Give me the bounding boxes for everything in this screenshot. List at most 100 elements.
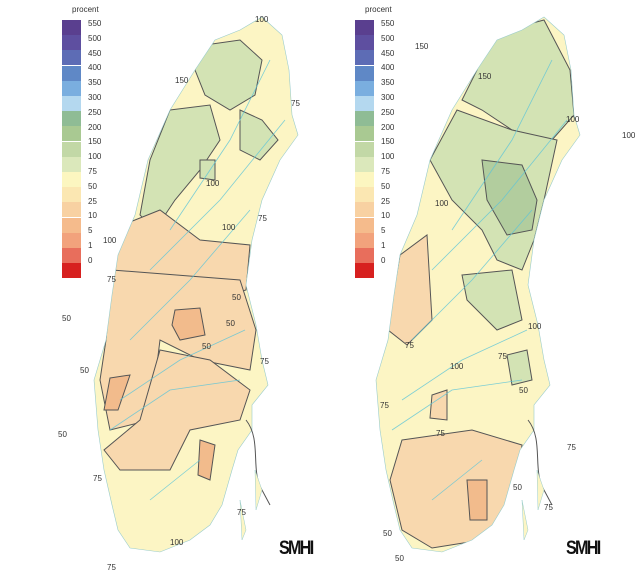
legend-label: 10	[88, 211, 97, 221]
legend-label: 550	[88, 19, 102, 28]
legend-swatch	[62, 96, 81, 111]
legend-swatch	[62, 80, 81, 96]
river	[401, 329, 528, 401]
contour-label: 75	[567, 443, 576, 452]
contour-region	[197, 439, 216, 481]
coastline	[93, 16, 299, 553]
legend-label: 350	[88, 78, 102, 88]
legend-label: 25	[381, 196, 390, 206]
oland-island	[521, 499, 529, 541]
legend-swatch	[62, 35, 81, 51]
legend-label: 1	[88, 241, 93, 250]
river	[149, 459, 201, 501]
legend-swatch	[62, 141, 81, 157]
legend-label: 500	[381, 33, 395, 43]
contour-region	[466, 479, 488, 521]
contour-label: 75	[237, 508, 246, 517]
river	[391, 379, 523, 431]
legend-swatch	[355, 217, 374, 233]
contour-region	[429, 389, 448, 421]
legend-swatch	[355, 20, 374, 35]
contour-label: 75	[436, 429, 445, 438]
river	[431, 119, 568, 271]
river	[149, 119, 286, 271]
legend-swatch	[62, 217, 81, 233]
legend-swatch	[355, 126, 374, 142]
contour-label: 50	[383, 529, 392, 538]
legend-label: 150	[381, 137, 395, 147]
contour-label: 75	[405, 341, 414, 350]
legend-swatch	[355, 187, 374, 203]
contour-label: 50	[232, 293, 241, 302]
legend-swatch	[355, 80, 374, 96]
contour-region	[139, 104, 221, 231]
contour-label: 50	[62, 314, 71, 323]
legend-swatch	[355, 232, 374, 248]
contour-label: 100	[450, 362, 464, 371]
legend-label: 50	[88, 181, 97, 191]
legend-label: 400	[381, 63, 395, 73]
legend-swatch	[355, 202, 374, 218]
contour-region	[239, 109, 279, 161]
legend-swatch	[355, 248, 374, 263]
legend-label: 300	[381, 93, 395, 102]
contour-label: 150	[415, 42, 429, 51]
legend-label: 300	[88, 93, 102, 102]
legend-swatch	[355, 35, 374, 51]
river	[109, 379, 241, 431]
contour-label: 50	[80, 366, 89, 375]
contour-label: 150	[175, 76, 189, 85]
legend-swatch	[62, 263, 81, 279]
legend-label: 10	[381, 211, 390, 221]
contour-region	[194, 39, 263, 111]
legend-swatch	[355, 263, 374, 279]
legend-swatch	[62, 50, 81, 66]
contour-label: 150	[478, 72, 492, 81]
legend-label: 150	[88, 137, 102, 147]
precipitation-regions	[99, 39, 286, 501]
legend-label: 1	[381, 241, 386, 250]
contour-label: 75	[107, 563, 116, 572]
legend-label: 200	[88, 122, 102, 132]
contour-region	[171, 307, 206, 341]
legend-label: 500	[88, 33, 102, 43]
smhi-logo-left: SMHI	[278, 538, 314, 559]
legend-label: 5	[88, 226, 93, 236]
legend-label: 75	[381, 167, 390, 176]
contour-label: 75	[498, 352, 507, 361]
oland-island	[239, 499, 247, 541]
contour-label: 75	[544, 503, 553, 512]
contour-label: 75	[258, 214, 267, 223]
legend-label: 100	[381, 152, 395, 162]
legend-label: 250	[88, 107, 102, 117]
legend-swatch	[355, 111, 374, 127]
map-right: 1501501001001001007575100507575755075505…	[375, 16, 636, 563]
river	[119, 329, 246, 401]
legend-label: 5	[381, 226, 386, 236]
legend-swatch	[62, 202, 81, 218]
contour-label: 100	[206, 179, 220, 188]
contour-label: 100	[622, 131, 636, 140]
legend-swatch	[355, 156, 374, 172]
legend-label: 50	[381, 181, 390, 191]
legend-swatch	[62, 111, 81, 127]
contour-label: 50	[226, 319, 235, 328]
legend-label: 25	[88, 196, 97, 206]
legend-label: 550	[381, 19, 395, 28]
legend-label: 100	[88, 152, 102, 162]
legend-swatch	[355, 65, 374, 81]
legend-swatch	[62, 156, 81, 172]
legend-label: 400	[88, 63, 102, 73]
river	[431, 459, 483, 501]
legend-label: 0	[88, 255, 93, 265]
legend-swatch	[355, 172, 374, 187]
legend-swatch	[62, 126, 81, 142]
contour-label: 100	[528, 322, 542, 331]
map-left: 1001507510075100100755050505075505075751…	[58, 15, 300, 572]
contour-label: 100	[103, 236, 117, 245]
contour-label: 100	[566, 115, 580, 124]
contour-label: 50	[202, 342, 211, 351]
legend-swatch	[355, 141, 374, 157]
